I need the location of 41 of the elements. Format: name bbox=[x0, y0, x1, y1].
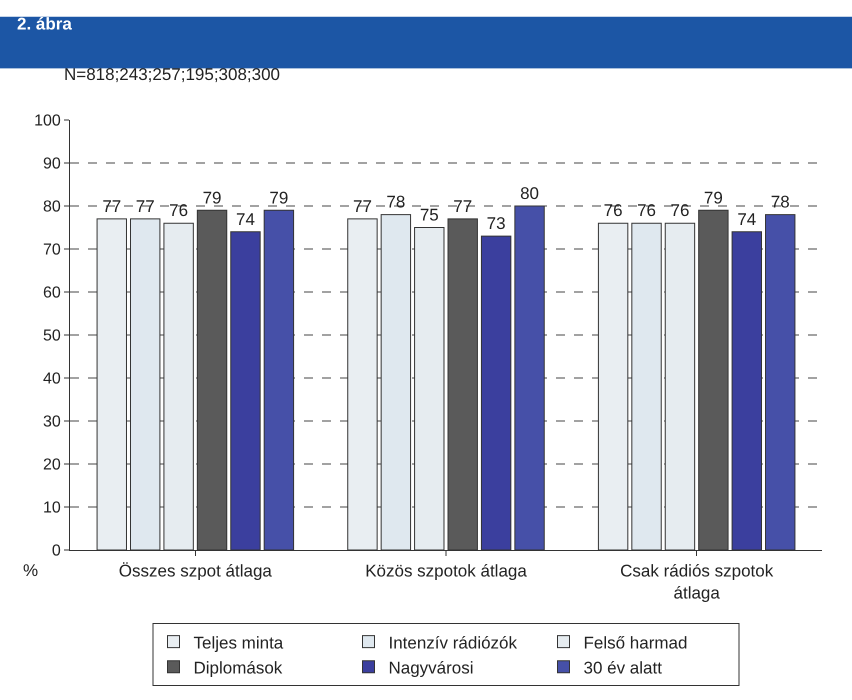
data-label: 77 bbox=[136, 196, 155, 216]
legend-label: Diplomások bbox=[194, 658, 283, 678]
legend-label: Nagyvárosi bbox=[388, 658, 474, 678]
legend-label: Intenzív rádiózók bbox=[388, 633, 518, 652]
data-label: 76 bbox=[670, 201, 690, 220]
data-label: 76 bbox=[637, 201, 656, 220]
data-label: 80 bbox=[520, 184, 540, 203]
chart-title: 2. ábra bbox=[17, 14, 72, 34]
data-label: 76 bbox=[169, 201, 188, 220]
data-label: 74 bbox=[737, 210, 756, 229]
data-label: 78 bbox=[386, 192, 406, 212]
y-tick-label: 30 bbox=[43, 414, 61, 431]
data-label: 78 bbox=[770, 192, 790, 212]
y-tick-label: 90 bbox=[43, 156, 61, 173]
data-label: 79 bbox=[269, 188, 288, 208]
y-tick-label: 100 bbox=[34, 112, 61, 130]
data-label: 73 bbox=[486, 214, 506, 234]
x-tick-label: Összes szpot átlaga bbox=[118, 561, 272, 580]
legend-label: Teljes minta bbox=[194, 633, 284, 652]
y-tick-label: 70 bbox=[43, 242, 61, 259]
y-tick-label: 40 bbox=[43, 370, 61, 388]
chart-subtitle: N=818;243;257;195;308;300 bbox=[64, 65, 280, 84]
y-tick-label: 10 bbox=[43, 500, 61, 517]
data-label: 74 bbox=[236, 210, 255, 229]
x-tick-label: Közös szpotok átlaga bbox=[365, 561, 528, 580]
y-axis-title: % bbox=[23, 561, 38, 580]
y-tick-label: 20 bbox=[43, 456, 61, 474]
y-tick-label: 0 bbox=[52, 542, 61, 560]
data-label: 76 bbox=[604, 201, 623, 220]
data-label: 79 bbox=[704, 188, 723, 208]
y-tick-label: 50 bbox=[43, 328, 61, 345]
legend-label: 30 év alatt bbox=[584, 658, 662, 678]
data-label: 77 bbox=[352, 196, 372, 216]
data-label: 75 bbox=[420, 206, 439, 224]
data-label: 77 bbox=[453, 196, 472, 216]
y-tick-label: 80 bbox=[43, 198, 61, 216]
legend-label: Felső harmad bbox=[584, 633, 688, 652]
data-label: 77 bbox=[102, 196, 122, 216]
x-tick-label: Csak rádiós szpotok átlaga bbox=[620, 561, 774, 602]
y-tick-label: 60 bbox=[43, 284, 61, 302]
data-label: 79 bbox=[202, 188, 222, 208]
